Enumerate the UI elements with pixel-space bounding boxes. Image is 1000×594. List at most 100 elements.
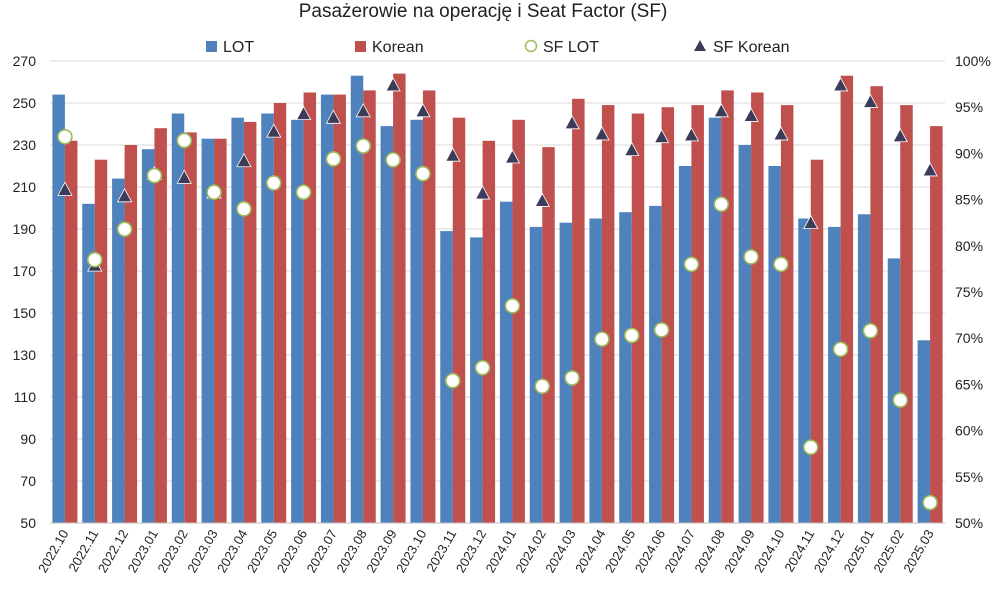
marker-sf-lot [743, 249, 759, 265]
y-right-tick-label: 60% [955, 423, 983, 439]
bar-lot [171, 113, 185, 523]
marker-sf-korean [653, 128, 670, 144]
y-right-tick-label: 85% [955, 192, 983, 208]
bar-korean [482, 140, 496, 524]
bar-lot [350, 75, 364, 523]
marker-sf-korean [57, 181, 73, 196]
bar-lot [499, 201, 513, 523]
chart-title: Pasażerowie na operację i Seat Factor (S… [299, 1, 668, 22]
bar-lot [917, 340, 931, 523]
marker-sf-lot [415, 165, 431, 182]
bar-korean [512, 119, 525, 524]
y-axis-right: 50% 55% 60% 65% 70% 75% 80% 85% 90% 95% 100% [955, 53, 991, 531]
bar-lot [857, 214, 871, 524]
bar-korean [393, 73, 406, 523]
marker-sf-korean [922, 162, 938, 177]
legend-marker-sf-korean [694, 40, 706, 51]
marker-sf-lot [355, 138, 372, 154]
marker-sf-lot [832, 341, 849, 358]
marker-sf-lot [713, 196, 730, 213]
marker-sf-lot [773, 256, 789, 273]
marker-sf-lot [236, 201, 252, 217]
y-left-tick-label: 190 [13, 221, 37, 237]
bar-lot [708, 117, 722, 523]
marker-sf-lot [504, 298, 521, 314]
bar-korean [601, 105, 615, 523]
marker-sf-lot [683, 256, 700, 273]
y-left-tick-label: 250 [13, 95, 37, 111]
marker-sf-korean [832, 77, 849, 92]
marker-sf-lot [862, 323, 879, 339]
legend-label-sf-lot: SF LOT [543, 39, 599, 56]
bar-lot [589, 218, 602, 523]
bar-korean [184, 132, 197, 523]
bar-lot [410, 119, 423, 524]
bar-korean [214, 138, 227, 523]
marker-sf-korean [504, 149, 521, 164]
legend-label-lot: LOT [223, 39, 254, 56]
bar-korean [721, 90, 734, 524]
marker-sf-korean [892, 127, 908, 143]
marker-sf-korean [236, 152, 252, 168]
bar-lot [82, 203, 95, 524]
marker-sf-korean [564, 114, 580, 130]
bar-korean [303, 92, 317, 523]
bar-lot [291, 119, 304, 524]
marker-sf-korean [474, 185, 491, 200]
bar-korean [422, 90, 436, 524]
bar-korean [64, 140, 78, 524]
bar-korean [124, 145, 138, 523]
y-right-tick-label: 50% [955, 515, 983, 531]
bar-korean [840, 75, 854, 523]
marker-sf-lot [892, 392, 909, 408]
y-right-tick-label: 100% [955, 53, 991, 69]
bar-lot [52, 94, 65, 523]
marker-sf-lot [594, 331, 610, 347]
bar-lot [798, 218, 811, 523]
marker-sf-korean [325, 109, 342, 124]
legend-label-korean: Korean [372, 39, 424, 56]
bar-korean [661, 107, 675, 523]
bar-lot [470, 237, 483, 523]
marker-sf-korean [355, 102, 371, 118]
bar-lot [619, 212, 632, 523]
y-left-tick-label: 50 [20, 515, 36, 531]
marker-sf-lot [474, 359, 491, 376]
legend-swatch-lot [206, 41, 217, 52]
bar-korean [900, 105, 913, 523]
x-axis: 2022.102022.112022.122023.012023.022023.… [35, 522, 945, 575]
marker-sf-lot [444, 372, 461, 389]
legend-label-sf-korean: SF Korean [713, 39, 789, 56]
marker-sf-korean [743, 107, 759, 122]
bar-korean [452, 117, 466, 523]
y-left-tick-label: 210 [13, 179, 37, 195]
y-left-tick-label: 90 [20, 431, 36, 447]
bar-korean [243, 121, 257, 524]
bar-korean [870, 86, 883, 523]
y-right-tick-label: 95% [955, 99, 983, 115]
bar-lot [141, 149, 155, 523]
bar-korean [94, 159, 108, 523]
bar-korean [751, 92, 764, 523]
marker-sf-lot [385, 152, 401, 168]
bar-lot [678, 166, 692, 523]
bar-lot [320, 94, 334, 523]
marker-sf-lot [116, 221, 133, 237]
gridlines [50, 60, 945, 524]
marker-sf-lot [802, 439, 819, 456]
marker-sf-korean [116, 187, 133, 203]
bar-lot [112, 178, 125, 523]
marker-sf-lot [295, 184, 312, 201]
y-right-tick-label: 70% [955, 330, 983, 346]
marker-sf-lot [57, 128, 73, 145]
bar-korean [631, 113, 645, 523]
bar-lot [380, 126, 394, 523]
bar-korean [930, 126, 943, 523]
marker-sf-korean [713, 102, 729, 118]
marker-sf-korean [385, 77, 401, 92]
y-axis-left: 50 70 90 110 130 150 170 190 210 230 250 270 [13, 53, 37, 531]
marker-sf-korean [295, 105, 312, 120]
bars [52, 73, 943, 524]
marker-sf-lot [623, 327, 640, 344]
marker-sf-lot [176, 132, 193, 149]
